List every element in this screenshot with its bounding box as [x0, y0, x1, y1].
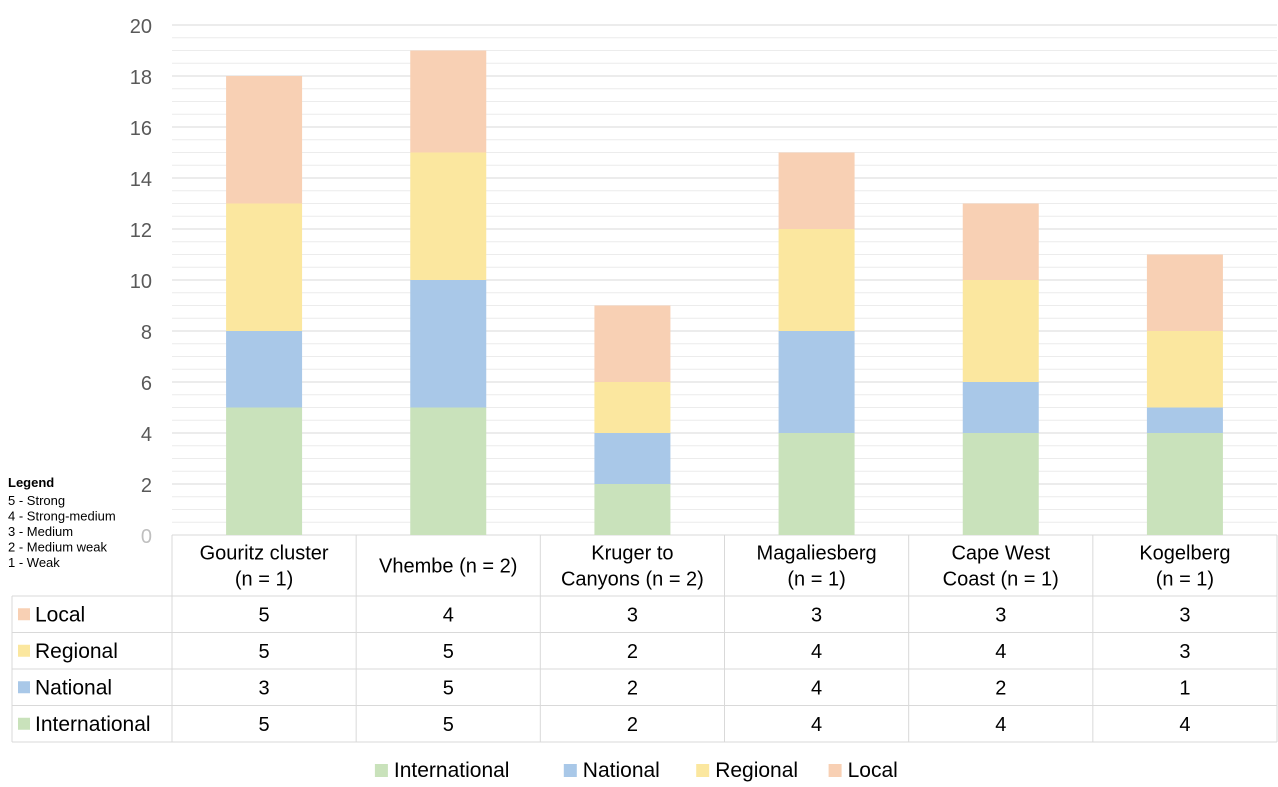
table-cell-value: 4 — [995, 641, 1006, 663]
bar-regional — [1146, 331, 1223, 408]
y-tick-label: 0 — [141, 526, 152, 548]
bar-international — [410, 407, 487, 535]
y-tick-label: 18 — [130, 67, 152, 89]
y-tick-label: 10 — [130, 271, 152, 293]
legend-label: Local — [848, 759, 898, 782]
category-label: Kruger to — [591, 543, 673, 565]
table-cell-value: 5 — [443, 641, 454, 663]
category-label: Kogelberg — [1139, 543, 1230, 565]
table-key-national — [18, 681, 30, 694]
table-cell-value: 2 — [627, 677, 638, 699]
y-tick-label: 4 — [141, 424, 152, 446]
bar-local — [778, 152, 855, 229]
legend-key-international — [374, 764, 388, 777]
bar-national — [594, 433, 671, 484]
table-cell-value: 4 — [811, 714, 822, 736]
bar-international — [778, 433, 855, 535]
table-cell-value: 3 — [259, 677, 270, 699]
bar-local — [410, 50, 487, 153]
bar-regional — [226, 203, 303, 331]
legend-label: Regional — [715, 759, 798, 782]
scale-note-line: 5 - Strong — [8, 493, 65, 508]
table-cell-value: 2 — [627, 641, 638, 663]
category-label: (n = 1) — [235, 569, 293, 591]
table-cell-value: 2 — [627, 714, 638, 736]
y-tick-label: 2 — [141, 475, 152, 497]
bar-national — [778, 331, 855, 433]
table-key-international — [18, 717, 30, 730]
table-cell-value: 4 — [995, 714, 1006, 736]
table-cell-value: 3 — [995, 604, 1006, 626]
bar-local — [962, 203, 1039, 280]
scale-note-line: 3 - Medium — [8, 524, 73, 539]
table-row-label: Local — [35, 603, 85, 626]
y-tick-label: 16 — [130, 118, 152, 140]
legend: International National Regional Local — [374, 759, 898, 782]
category-label: Vhembe (n = 2) — [379, 556, 517, 578]
table-cell-value: 3 — [627, 604, 638, 626]
bar-local — [1146, 254, 1223, 331]
category-label: (n = 1) — [1156, 569, 1214, 591]
legend-label: National — [583, 759, 660, 782]
y-tick-label: 14 — [130, 169, 152, 191]
scale-note-title: Legend — [8, 475, 54, 490]
table-row-label: National — [35, 676, 112, 699]
table-key-regional — [18, 644, 30, 657]
table-cell-value: 5 — [443, 714, 454, 736]
y-axis: 0 2 4 6 8 10 12 14 16 18 20 — [130, 16, 152, 548]
table-cell-value: 5 — [259, 641, 270, 663]
table-cell-value: 3 — [1179, 641, 1190, 663]
table-cell-value: 1 — [1179, 677, 1190, 699]
bar-national — [410, 280, 487, 408]
bar-national — [1146, 407, 1223, 433]
category-label: Magaliesberg — [757, 543, 877, 565]
bars — [226, 50, 1223, 535]
table-cell-value: 4 — [443, 604, 454, 626]
category-label: Gouritz cluster — [200, 543, 329, 565]
y-tick-label: 12 — [130, 220, 152, 242]
bar-international — [1146, 433, 1223, 535]
gridlines — [172, 24, 1277, 536]
scale-note-line: 4 - Strong-medium — [8, 509, 116, 524]
bar-regional — [778, 229, 855, 331]
bar-regional — [594, 382, 671, 433]
bar-regional — [962, 280, 1039, 382]
legend-key-local — [828, 764, 842, 777]
table-cell-value: 5 — [259, 714, 270, 736]
scale-note-line: 1 - Weak — [8, 555, 60, 570]
bar-international — [962, 433, 1039, 535]
table-cell-value: 4 — [811, 641, 822, 663]
category-label: Cape West — [951, 543, 1050, 565]
table-cell-value: 2 — [995, 677, 1006, 699]
bar-regional — [410, 152, 487, 280]
category-label: (n = 1) — [787, 569, 845, 591]
bar-local — [594, 305, 671, 382]
bar-local — [226, 76, 303, 204]
table-row-label: Regional — [35, 640, 118, 663]
y-tick-label: 6 — [141, 373, 152, 395]
data-table: Gouritz cluster (n = 1) Vhembe (n = 2) Krug… — [11, 535, 1278, 743]
table-key-local — [18, 608, 30, 621]
y-tick-label: 20 — [130, 16, 152, 38]
scale-note-line: 2 - Medium weak — [8, 540, 107, 555]
table-cell-value: 3 — [1179, 604, 1190, 626]
legend-key-national — [563, 764, 577, 777]
table-cell-value: 3 — [811, 604, 822, 626]
table-cell-value: 4 — [1179, 714, 1190, 736]
bar-national — [962, 382, 1039, 433]
table-row-label: International — [35, 713, 151, 736]
category-label: Coast (n = 1) — [943, 569, 1059, 591]
legend-key-regional — [696, 764, 710, 777]
table-cell-value: 4 — [811, 677, 822, 699]
bar-international — [226, 407, 303, 535]
bar-international — [594, 484, 671, 535]
category-label: Canyons (n = 2) — [561, 569, 704, 591]
table-cell-value: 5 — [259, 604, 270, 626]
y-tick-label: 8 — [141, 322, 152, 344]
table-cell-value: 5 — [443, 677, 454, 699]
bar-national — [226, 331, 303, 408]
legend-label: International — [394, 759, 510, 782]
